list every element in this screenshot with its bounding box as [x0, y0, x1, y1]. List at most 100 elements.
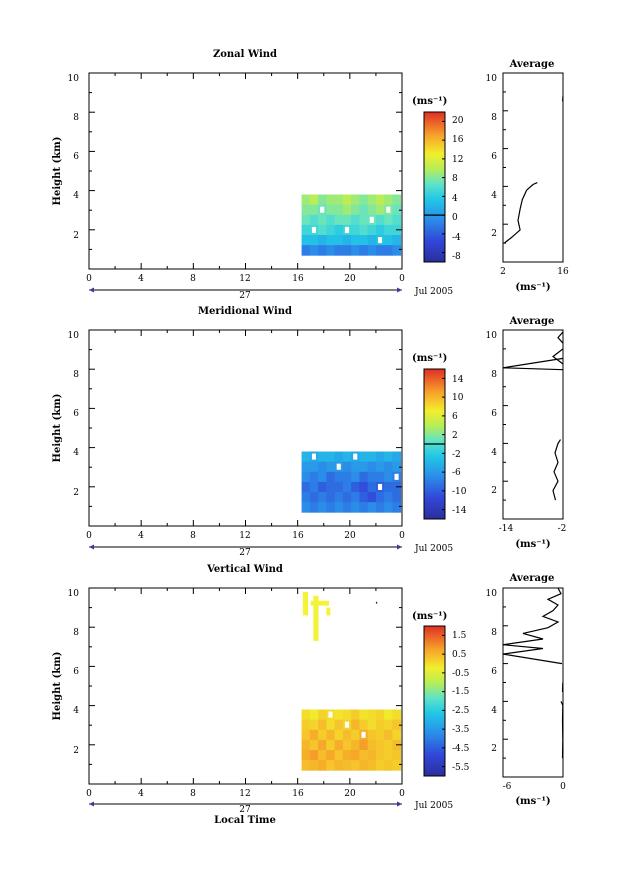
field-cell: [334, 719, 344, 731]
colorbar-tick-label: 8: [452, 174, 458, 184]
y-axis-label: Height (km): [52, 394, 63, 463]
field-cell: [375, 461, 385, 473]
y-tick-label-10: 10: [68, 589, 80, 599]
field-cell: [326, 750, 336, 761]
field-cell: [334, 502, 344, 513]
field-cell: [351, 235, 360, 246]
field-cell: [301, 471, 311, 483]
field-cell: [351, 245, 360, 256]
profile-y-tick-label: 4: [491, 706, 497, 716]
field-cell: [392, 760, 402, 771]
field-cell: [384, 461, 393, 473]
field-cell: [384, 245, 393, 256]
field-cell: [318, 481, 327, 493]
field-cell: [375, 245, 385, 256]
colorbar-markings: [424, 120, 445, 254]
wind-field: [301, 451, 402, 513]
panel-title: Zonal Wind: [213, 49, 277, 60]
field-cell: [318, 224, 327, 236]
x-axis-ticks: [88, 588, 403, 784]
profile-line: [560, 701, 564, 759]
colorbar-tick-label: -0.5: [452, 669, 470, 679]
field-cell: [351, 461, 360, 473]
field-cell: [392, 729, 402, 741]
panel-vertical-wind: Vertical Wind 0 4 8 12 16 20 0 2 4 6 8 1…: [52, 564, 566, 826]
date-bar-left-arrow: [89, 544, 94, 550]
field-cell: [359, 214, 369, 226]
field-cell: [301, 719, 311, 731]
field-cell: [309, 204, 319, 216]
field-cell: [309, 502, 319, 513]
field-cell: [334, 204, 344, 216]
panel-title: Meridional Wind: [198, 306, 292, 317]
colorbar-tick-label: -4.5: [452, 744, 470, 754]
month-label: Jul 2005: [414, 801, 453, 811]
field-cell: [342, 245, 352, 256]
field-cell: [342, 729, 352, 741]
field-cell: [384, 750, 393, 761]
y-tick-label-6: 6: [73, 409, 79, 419]
field-cell: [342, 451, 352, 463]
field-gap: [344, 721, 350, 728]
field-cell: [342, 750, 352, 761]
x-tick-label-0: 0: [86, 274, 92, 284]
field-cell: [334, 224, 344, 236]
profile-y-tick-label: 10: [486, 74, 498, 84]
field-cell: [318, 492, 327, 503]
x-tick-label-4: 4: [138, 789, 144, 799]
field-cell: [326, 451, 336, 463]
field-cell: [359, 709, 369, 721]
field-cell: [334, 245, 344, 256]
field-cell: [301, 492, 311, 503]
field-cell: [367, 750, 377, 761]
colorbar-tick-label: -8: [452, 252, 461, 262]
y-tick-label-8: 8: [73, 113, 79, 123]
field-gap: [361, 731, 366, 738]
x-tick-label-20: 20: [344, 274, 356, 284]
day-label: 27: [239, 548, 251, 558]
colorbar-tick-label: 4: [452, 194, 458, 204]
field-cell: [384, 709, 393, 721]
field-gap: [377, 483, 383, 491]
colorbar-tick-label: -4: [452, 233, 461, 243]
field-cell: [384, 760, 393, 771]
field-cell: [342, 492, 352, 503]
field-cell: [342, 760, 352, 771]
field-cell: [318, 502, 327, 513]
field-cell: [309, 750, 319, 761]
field-cell: [367, 245, 377, 256]
x-tick-label-12: 12: [239, 531, 250, 541]
field-cell: [359, 471, 369, 483]
y-axis-ticks: [89, 329, 402, 507]
profile-x-axis-label: (ms⁻¹): [515, 539, 550, 550]
field-cell: [326, 729, 336, 741]
y-axis-ticks: [89, 587, 402, 765]
field-cell: [334, 471, 344, 483]
field-cell: [326, 471, 336, 483]
field-cell: [367, 204, 377, 216]
field-cell: [351, 481, 360, 493]
field-patch: [310, 600, 329, 606]
field-cell: [309, 471, 319, 483]
field-cell: [384, 214, 393, 226]
field-cell: [384, 235, 393, 246]
field-cell: [301, 760, 311, 771]
field-cell: [351, 471, 360, 483]
profile-line: [502, 587, 563, 665]
y-tick-label-8: 8: [73, 370, 79, 380]
colorbar-tick-label: 14: [452, 375, 464, 385]
y-tick-label-6: 6: [73, 152, 79, 162]
field-gap: [353, 453, 358, 460]
field-cell: [375, 502, 385, 513]
x-tick-label-0: 0: [86, 789, 92, 799]
field-cell: [392, 719, 402, 731]
field-gap: [369, 216, 374, 223]
field-cell: [351, 750, 360, 761]
field-cell: [375, 739, 385, 751]
field-cell: [309, 739, 319, 751]
x-tick-label-4: 4: [138, 531, 144, 541]
field-cell: [392, 245, 402, 256]
field-cell: [318, 461, 327, 473]
field-cell: [384, 224, 393, 236]
field-cell: [309, 492, 319, 503]
